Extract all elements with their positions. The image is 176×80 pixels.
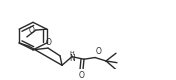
Text: O: O: [96, 47, 102, 56]
Text: N: N: [69, 54, 75, 63]
Text: H: H: [70, 51, 74, 56]
Text: O: O: [29, 26, 35, 35]
Text: O: O: [78, 71, 84, 80]
Text: O: O: [46, 38, 52, 47]
